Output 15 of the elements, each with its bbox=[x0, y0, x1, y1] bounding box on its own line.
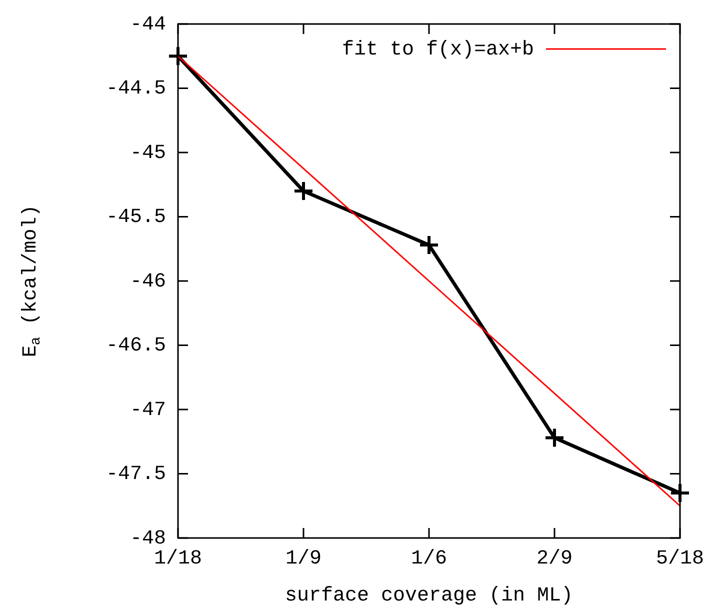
y-tick-label: -47.5 bbox=[106, 463, 166, 486]
y-tick-label: -47 bbox=[130, 398, 166, 422]
text: fit to f(x)=ax+b bbox=[342, 38, 534, 62]
y-tick-label: -46.5 bbox=[106, 334, 166, 358]
y-tick-label: -46 bbox=[130, 270, 166, 294]
y-tick-label: -44.5 bbox=[106, 78, 166, 101]
y-tick-label: -45.5 bbox=[106, 206, 166, 230]
x-tick-label: 1/6 bbox=[410, 547, 448, 570]
x-tick-label: 5/18 bbox=[656, 547, 704, 570]
y-tick-label: -44 bbox=[130, 13, 166, 36]
y-axis-title: Ea (kcal/mol) bbox=[19, 204, 45, 358]
x-axis-title: surface coverage (in ML) bbox=[284, 584, 574, 608]
x-tick-label: 2/9 bbox=[536, 547, 573, 570]
x-tick-label: 1/9 bbox=[285, 547, 322, 570]
y-tick-label: -45 bbox=[130, 142, 166, 165]
